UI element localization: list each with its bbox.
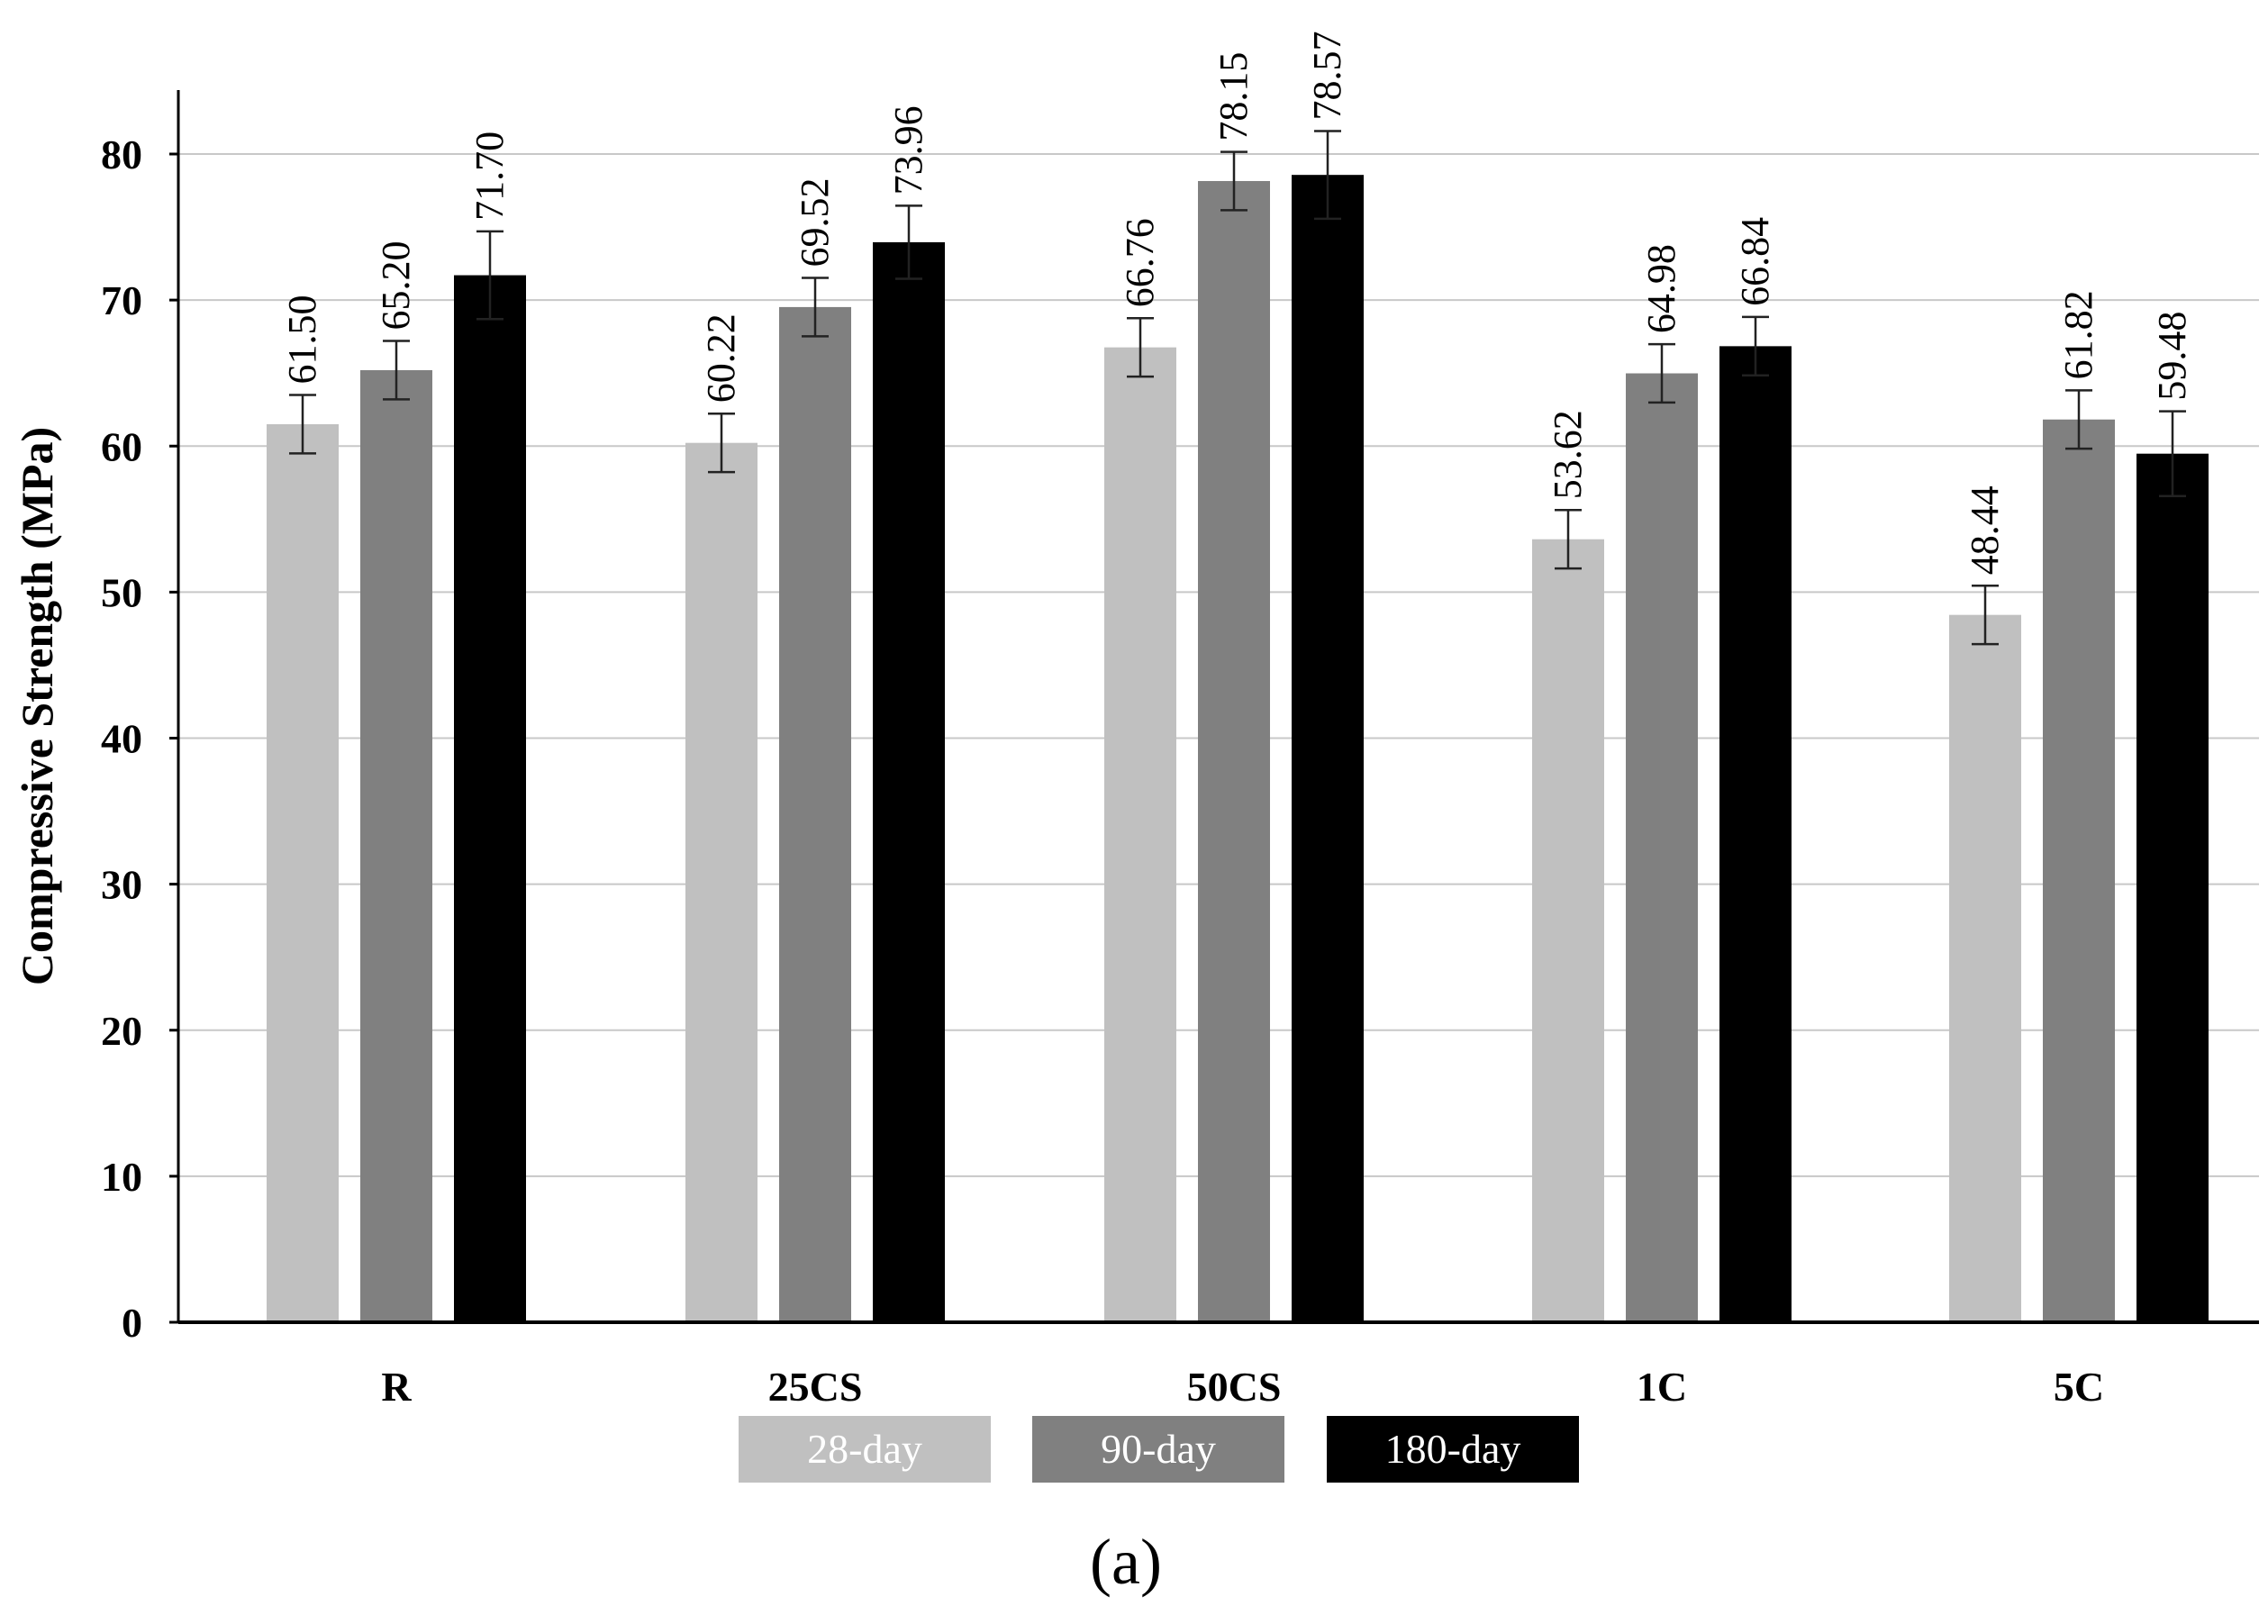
bar-180-day-1C <box>1719 346 1792 1323</box>
bar-180-day-R <box>454 275 526 1323</box>
error-bar <box>1555 509 1582 570</box>
error-bar <box>1220 150 1247 212</box>
y-ticks: 0 10 20 30 40 50 60 70 80 <box>101 132 178 1346</box>
data-labels: 61.50 65.20 71.70 60.22 69.52 73.96 66.76 78.15… <box>280 32 2194 576</box>
legend-item-28-day: 28-day <box>739 1416 991 1483</box>
data-label: 69.52 <box>793 177 837 267</box>
legend-item-180-day: 180-day <box>1327 1416 1579 1483</box>
bar-28-day-5C <box>1949 614 2021 1322</box>
data-label: 66.84 <box>1733 217 1777 306</box>
bar-90-day-25CS <box>779 306 851 1323</box>
data-label: 64.98 <box>1639 244 1683 333</box>
bar-180-day-25CS <box>873 241 945 1323</box>
bars <box>267 175 2209 1323</box>
error-bar <box>1742 315 1769 377</box>
data-label: 53.62 <box>1546 410 1590 499</box>
data-label: 65.20 <box>374 241 418 331</box>
data-label: 73.96 <box>886 105 930 195</box>
error-bars <box>289 130 2186 646</box>
y-tick-label: 40 <box>101 716 142 762</box>
legend-item-90-day: 90-day <box>1032 1416 1284 1483</box>
error-bar <box>2065 389 2092 450</box>
error-bar <box>1314 130 1341 221</box>
bar-28-day-R <box>267 423 339 1322</box>
y-tick-label: 70 <box>101 277 142 323</box>
bar-90-day-1C <box>1626 373 1698 1323</box>
legend-swatch <box>1327 1416 1579 1483</box>
data-label: 61.82 <box>2056 290 2100 379</box>
data-label: 71.70 <box>467 132 512 221</box>
y-tick-label: 60 <box>101 423 142 469</box>
legend-label: 28-day <box>807 1426 922 1472</box>
data-label: 60.22 <box>699 313 743 403</box>
bar-28-day-25CS <box>685 442 758 1323</box>
error-bar <box>289 394 316 455</box>
y-tick-label: 50 <box>101 569 142 615</box>
legend-label: 180-day <box>1385 1426 1521 1472</box>
data-label: 61.50 <box>280 295 324 385</box>
error-bar <box>476 230 503 321</box>
x-tick-label: 1C <box>1637 1364 1687 1410</box>
bar-90-day-R <box>360 369 432 1322</box>
x-tick-label: 25CS <box>768 1364 863 1410</box>
error-bar <box>708 413 735 474</box>
data-label: 59.48 <box>2150 312 2194 401</box>
legend-swatch <box>1032 1416 1284 1483</box>
error-bar <box>383 340 410 401</box>
x-tick-labels: R 25CS 50CS 1C 5C <box>381 1364 2104 1410</box>
bar-28-day-1C <box>1532 539 1604 1322</box>
x-tick-label: R <box>381 1364 412 1410</box>
figure-caption: (a) <box>1090 1526 1162 1598</box>
data-label: 78.57 <box>1305 32 1349 121</box>
data-label: 78.15 <box>1211 52 1256 141</box>
y-tick-label: 80 <box>101 132 142 177</box>
legend-label: 90-day <box>1101 1426 1216 1472</box>
error-bar <box>1972 584 1999 646</box>
bar-90-day-50CS <box>1198 180 1270 1322</box>
bar-28-day-50CS <box>1104 347 1176 1322</box>
error-bar <box>1648 342 1675 404</box>
data-label: 48.44 <box>1963 485 2007 575</box>
bar-180-day-50CS <box>1292 175 1364 1323</box>
axes <box>177 90 2259 1324</box>
legend-swatch <box>739 1416 991 1483</box>
bar-180-day-5C <box>2136 453 2209 1322</box>
y-tick-label: 20 <box>101 1008 142 1054</box>
y-tick-label: 0 <box>122 1300 142 1346</box>
error-bar <box>2159 410 2186 497</box>
error-bar <box>802 277 829 338</box>
data-label: 66.76 <box>1118 218 1162 307</box>
x-tick-label: 5C <box>2054 1364 2104 1410</box>
error-bar <box>895 204 922 280</box>
x-tick-label: 50CS <box>1187 1364 1282 1410</box>
error-bar <box>1127 316 1154 378</box>
y-tick-label: 30 <box>101 862 142 908</box>
y-tick-label: 10 <box>101 1154 142 1200</box>
bar-90-day-5C <box>2043 419 2115 1322</box>
y-axis-title: Compressive Strength (MPa) <box>12 427 62 985</box>
legend: 28-day 90-day 180-day <box>739 1416 1579 1483</box>
